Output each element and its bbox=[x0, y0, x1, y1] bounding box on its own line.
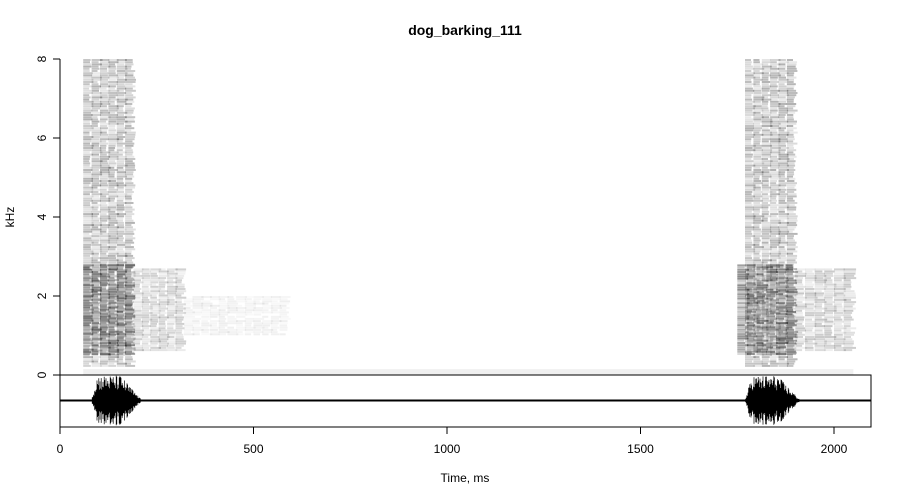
x-tick-label: 2000 bbox=[821, 442, 848, 456]
spectrogram-region-2 bbox=[83, 264, 136, 355]
spectrogram-region-6 bbox=[737, 264, 799, 355]
y-tick-label: 0 bbox=[35, 371, 49, 378]
spectrogram-plot-area bbox=[83, 59, 857, 375]
oscillogram-burst-1 bbox=[91, 375, 154, 426]
y-axis-label: kHz bbox=[3, 207, 17, 228]
y-tick-label: 6 bbox=[35, 134, 49, 141]
spectrogram-region-3 bbox=[133, 268, 187, 352]
spectrogram-region-7 bbox=[795, 268, 857, 352]
y-tick-label: 2 bbox=[35, 292, 49, 299]
x-tick-label: 1500 bbox=[627, 442, 654, 456]
x-axis-label: Time, ms bbox=[441, 471, 490, 485]
x-axis: 0 500 1000 1500 2000 bbox=[57, 427, 848, 456]
low-frequency-floor bbox=[83, 369, 854, 375]
y-tick-label: 8 bbox=[35, 55, 49, 62]
y-tick-label: 4 bbox=[35, 213, 49, 220]
x-tick-label: 1000 bbox=[434, 442, 461, 456]
oscillogram-burst-2 bbox=[745, 376, 812, 425]
y-axis: 0 2 4 6 8 bbox=[35, 55, 60, 378]
spectrogram-region-1 bbox=[83, 59, 136, 367]
x-tick-label: 500 bbox=[243, 442, 263, 456]
chart-title: dog_barking_111 bbox=[408, 22, 522, 38]
oscillogram-panel bbox=[60, 375, 871, 426]
x-tick-label: 0 bbox=[57, 442, 64, 456]
spectrogram-region-5 bbox=[745, 59, 798, 367]
spectrogram-region-4 bbox=[183, 296, 291, 336]
